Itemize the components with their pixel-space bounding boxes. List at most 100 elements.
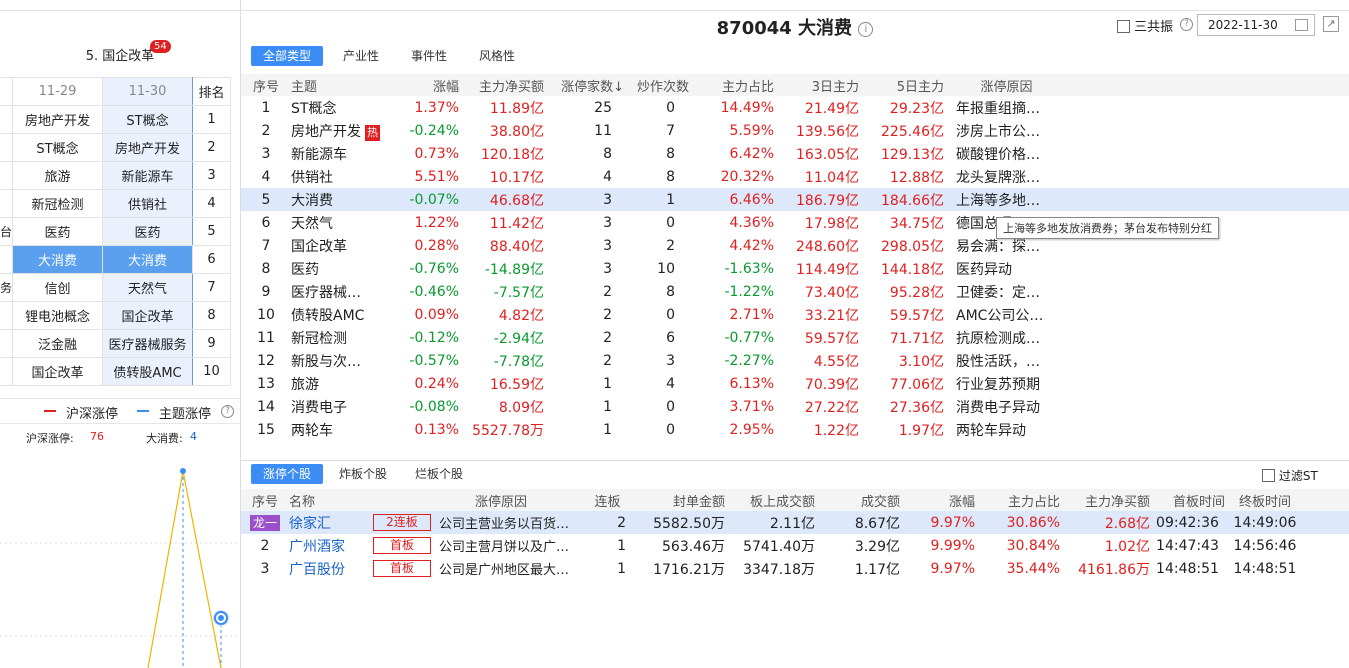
rank-row[interactable]: 旅游 新能源车 3	[0, 161, 232, 190]
export-icon[interactable]: ↗	[1323, 16, 1339, 32]
tab-all[interactable]: 全部类型	[251, 46, 324, 66]
stock-reason[interactable]: 公司主营业务以百货…	[435, 511, 585, 534]
col-header[interactable]: 主力净买额	[1060, 489, 1150, 511]
theme-row[interactable]: 9 医疗器械… -0.46% -7.57亿 2 8 -1.22% 73.40亿 …	[241, 280, 1349, 303]
col-header[interactable]: 连板	[585, 489, 630, 511]
col-header[interactable]: 主题	[291, 74, 399, 96]
theme-row[interactable]: 6 天然气 1.22% 11.42亿 3 0 4.36% 17.98亿 34.7…	[241, 211, 1349, 234]
rank-row[interactable]: 国企改革 债转股AMC 10	[0, 357, 232, 386]
rank-row[interactable]: 台 医药 医药 5	[0, 217, 232, 246]
theme-name-cell[interactable]: 旅游	[291, 372, 399, 395]
theme-name-cell[interactable]: ST概念	[291, 96, 399, 119]
theme-row[interactable]: 10 债转股AMC 0.09% 4.82亿 2 0 2.71% 33.21亿 5…	[241, 303, 1349, 326]
theme-row[interactable]: 4 供销社 5.51% 10.17亿 4 8 20.32% 11.04亿 12.…	[241, 165, 1349, 188]
theme-name[interactable]: 两轮车	[291, 422, 333, 439]
date-picker[interactable]: 2022-11-30	[1197, 14, 1315, 36]
rank-prev-theme[interactable]: 大消费	[12, 245, 104, 274]
limit-reason[interactable]: 股性活跃，…	[956, 353, 1040, 370]
limit-reason[interactable]: 碳酸锂价格…	[956, 146, 1040, 163]
tab-broken-board[interactable]: 炸板个股	[339, 467, 388, 481]
stock-reason[interactable]: 公司是广州地区最大…	[439, 563, 570, 578]
theme-name-cell[interactable]: 国企改革	[291, 234, 399, 257]
theme-row[interactable]: 7 国企改革 0.28% 88.40亿 3 2 4.42% 248.60亿 29…	[241, 234, 1349, 257]
stock-name[interactable]: 广州酒家	[289, 538, 345, 555]
tab-style[interactable]: 风格性	[479, 49, 516, 63]
theme-row[interactable]: 15 两轮车 0.13% 5527.78万 1 0 2.95% 1.22亿 1.…	[241, 418, 1349, 441]
filter-st-checkbox[interactable]	[1262, 469, 1275, 482]
col-header[interactable]: 主力占比	[975, 489, 1060, 511]
theme-name[interactable]: 医药	[291, 261, 319, 278]
filter-st-toggle[interactable]: 过滤ST	[1262, 467, 1318, 484]
theme-name-cell[interactable]: 两轮车	[291, 418, 399, 441]
rank-prev-theme[interactable]: 旅游	[12, 161, 104, 190]
rank-curr-theme[interactable]: 医疗器械服务	[102, 329, 194, 358]
sangong-help-icon[interactable]: ?	[1180, 18, 1193, 31]
col-header[interactable]: 序号	[241, 74, 291, 96]
stock-name[interactable]: 广百股份	[289, 561, 345, 578]
rank-prev-theme[interactable]: 信创	[12, 273, 104, 302]
theme-name-cell[interactable]: 新冠检测	[291, 326, 399, 349]
theme-name-cell[interactable]: 天然气	[291, 211, 399, 234]
limit-reason[interactable]: 两轮车异动	[956, 422, 1026, 439]
limit-reason[interactable]: 龙头复牌涨…	[956, 169, 1040, 186]
stock-reason[interactable]: 公司主营月饼以及广…	[439, 540, 570, 555]
rank-prev-theme[interactable]: 锂电池概念	[12, 301, 104, 330]
col-header[interactable]: 炒作次数	[624, 74, 689, 96]
theme-row[interactable]: 12 新股与次… -0.57% -7.78亿 2 3 -2.27% 4.55亿 …	[241, 349, 1349, 372]
theme-name-cell[interactable]: 房地产开发热	[291, 119, 399, 142]
theme-name[interactable]: 国企改革	[291, 238, 347, 255]
tab-event[interactable]: 事件性	[411, 49, 448, 63]
sangong-checkbox[interactable]	[1117, 20, 1130, 33]
theme-name[interactable]: 债转股AMC	[291, 307, 365, 324]
col-header[interactable]: 涨停原因	[944, 74, 1069, 96]
theme-name-cell[interactable]: 消费电子	[291, 395, 399, 418]
theme-name-cell[interactable]: 供销社	[291, 165, 399, 188]
limit-reason[interactable]: 易会满：探…	[956, 238, 1040, 255]
theme-name[interactable]: 新股与次…	[291, 353, 361, 370]
rank-curr-theme[interactable]: 大消费	[102, 245, 194, 274]
theme-row[interactable]: 13 旅游 0.24% 16.59亿 1 4 6.13% 70.39亿 77.0…	[241, 372, 1349, 395]
theme-name[interactable]: 新冠检测	[291, 330, 347, 347]
rank-curr-theme[interactable]: 医药	[102, 217, 194, 246]
stock-row[interactable]: 龙一 徐家汇 2连板 公司主营业务以百货… 2 5582.50万 2.11亿 8…	[241, 511, 1349, 534]
info-icon[interactable]: i	[858, 22, 874, 37]
rank-curr-theme[interactable]: 国企改革	[102, 301, 194, 330]
col-header[interactable]: 涨停原因	[435, 489, 585, 511]
theme-row[interactable]: 3 新能源车 0.73% 120.18亿 8 8 6.42% 163.05亿 1…	[241, 142, 1349, 165]
rank-row[interactable]: 务 信创 天然气 7	[0, 273, 232, 302]
col-header[interactable]: 3日主力	[774, 74, 859, 96]
rank-prev-theme[interactable]: 新冠检测	[12, 189, 104, 218]
theme-name[interactable]: 供销社	[291, 169, 333, 186]
col-header[interactable]: 5日主力	[859, 74, 944, 96]
rank-row[interactable]: 大消费 大消费 6	[0, 245, 232, 274]
limit-reason[interactable]: 抗原检测成…	[956, 330, 1040, 347]
tab-industry[interactable]: 产业性	[343, 49, 380, 63]
limit-reason[interactable]: 上海等多地…	[944, 188, 1069, 211]
rank-curr-theme[interactable]: ST概念	[102, 105, 194, 134]
theme-name[interactable]: 医疗器械…	[291, 284, 361, 301]
rank-row[interactable]: ST概念 房地产开发 2	[0, 133, 232, 162]
col-header[interactable]: 涨停家数↓	[544, 74, 624, 96]
rank-prev-theme[interactable]: 国企改革	[12, 357, 104, 386]
limit-reason[interactable]: 涉房上市公…	[956, 123, 1040, 140]
rank-curr-theme[interactable]: 房地产开发	[102, 133, 194, 162]
theme-row[interactable]: 2 房地产开发热 -0.24% 38.80亿 11 7 5.59% 139.56…	[241, 119, 1349, 142]
limit-reason[interactable]: 医药异动	[956, 261, 1012, 278]
col-header[interactable]: 主力占比	[689, 74, 774, 96]
limit-reason[interactable]: 行业复苏预期	[956, 376, 1040, 393]
stock-row[interactable]: 2 广州酒家 首板 公司主营月饼以及广… 1 563.46万 5741.40万 …	[241, 534, 1349, 557]
rank-curr-theme[interactable]: 天然气	[102, 273, 194, 302]
theme-name[interactable]: 消费电子	[291, 399, 347, 416]
stock-row[interactable]: 3 广百股份 首板 公司是广州地区最大… 1 1716.21万 3347.18万…	[241, 557, 1349, 580]
theme-name[interactable]: ST概念	[291, 100, 337, 117]
rank-row[interactable]: 锂电池概念 国企改革 8	[0, 301, 232, 330]
rank-row[interactable]: 新冠检测 供销社 4	[0, 189, 232, 218]
theme-name[interactable]: 房地产开发	[291, 123, 361, 140]
limit-reason[interactable]: 年报重组摘…	[956, 100, 1040, 117]
theme-row[interactable]: 8 医药 -0.76% -14.89亿 3 10 -1.63% 114.49亿 …	[241, 257, 1349, 280]
theme-name[interactable]: 大消费	[291, 192, 333, 209]
theme-name-cell[interactable]: 医疗器械…	[291, 280, 399, 303]
theme-row[interactable]: 5 大消费 -0.07% 46.68亿 3 1 6.46% 186.79亿 18…	[241, 188, 1349, 211]
rank-prev-theme[interactable]: 房地产开发	[12, 105, 104, 134]
limit-reason[interactable]: 卫健委：定…	[956, 284, 1040, 301]
